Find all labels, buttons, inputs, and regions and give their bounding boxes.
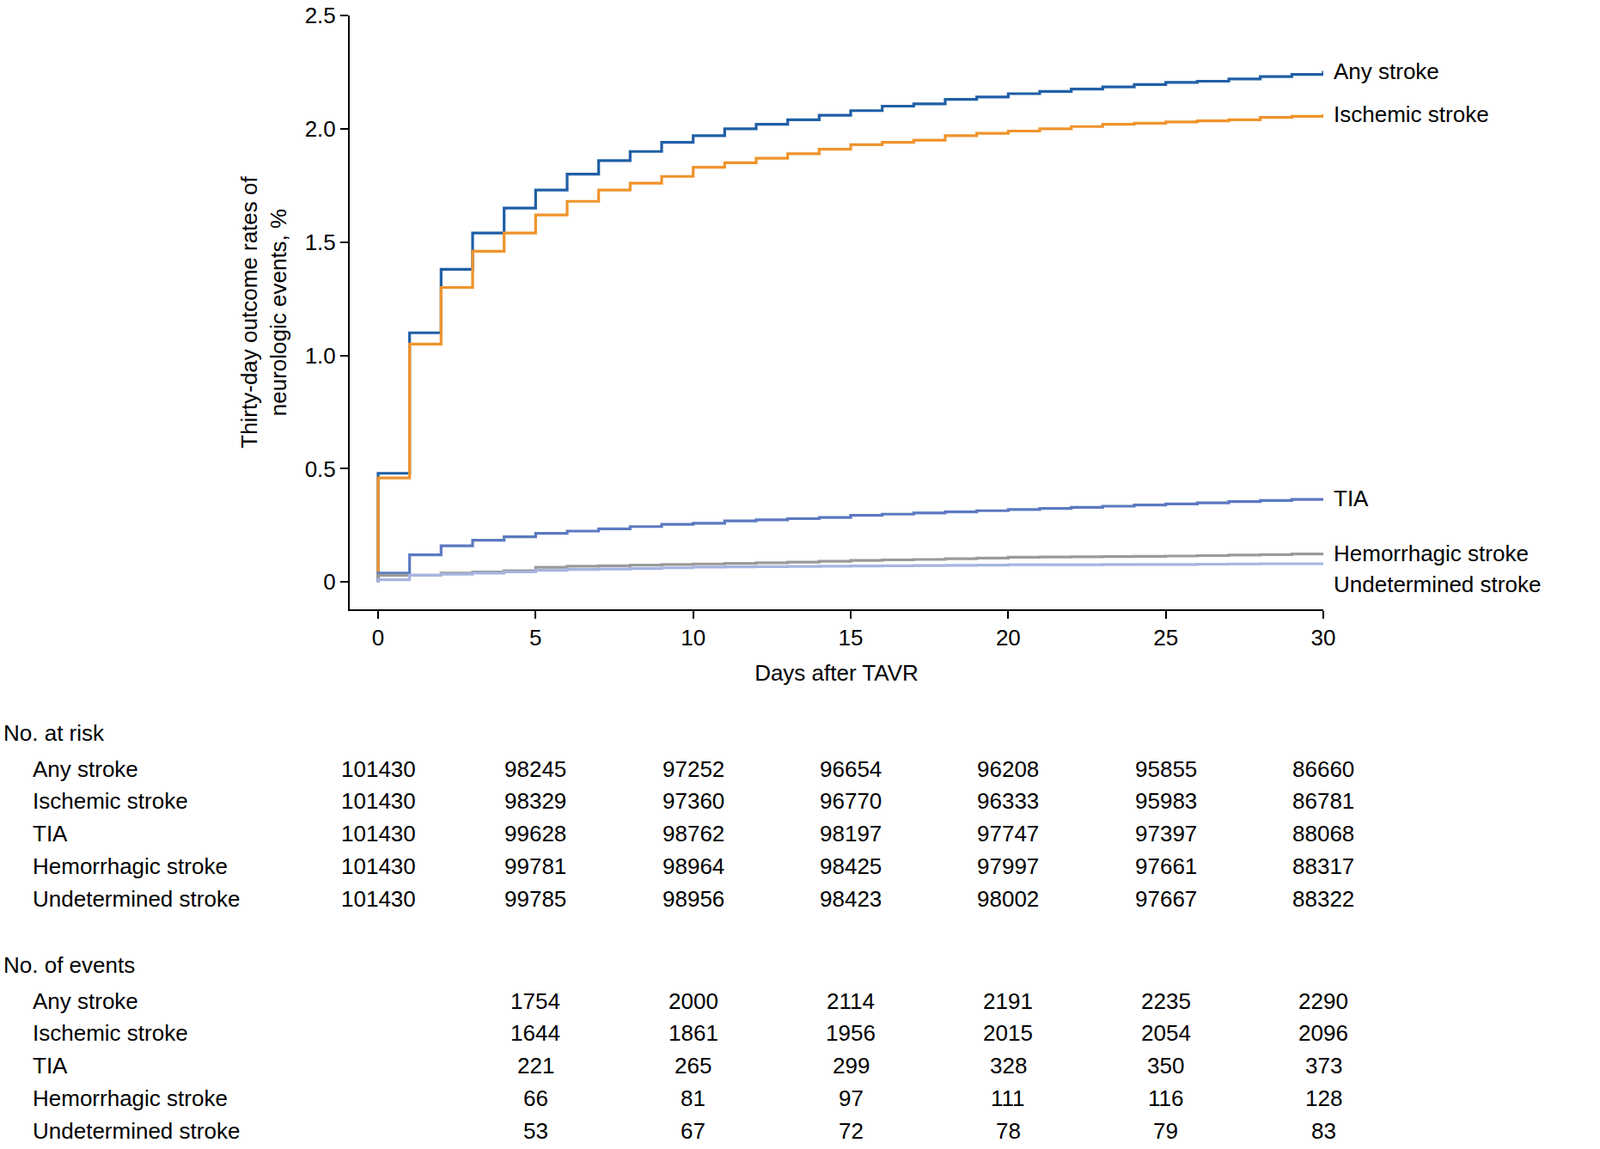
svg-text:TIA: TIA	[32, 820, 68, 847]
svg-text:66: 66	[523, 1085, 549, 1112]
svg-text:98423: 98423	[819, 885, 882, 912]
svg-text:98956: 98956	[662, 885, 725, 912]
svg-text:373: 373	[1305, 1052, 1343, 1079]
svg-text:Ischemic stroke: Ischemic stroke	[1333, 101, 1490, 128]
svg-text:Hemorrhagic stroke: Hemorrhagic stroke	[32, 1085, 228, 1112]
svg-text:No. of events: No. of events	[3, 952, 135, 978]
svg-text:53: 53	[523, 1117, 549, 1144]
svg-text:221: 221	[517, 1052, 555, 1079]
svg-text:83: 83	[1311, 1117, 1337, 1144]
svg-text:99628: 99628	[504, 820, 567, 847]
svg-text:2054: 2054	[1141, 1019, 1191, 1046]
svg-text:98762: 98762	[662, 820, 725, 847]
svg-text:2191: 2191	[983, 988, 1033, 1014]
svg-text:Any stroke: Any stroke	[1333, 58, 1440, 85]
svg-text:15: 15	[838, 624, 864, 651]
svg-text:101430: 101430	[341, 885, 416, 912]
svg-text:101430: 101430	[341, 787, 416, 814]
svg-text:116: 116	[1148, 1085, 1184, 1112]
svg-text:Hemorrhagic stroke: Hemorrhagic stroke	[32, 853, 228, 880]
svg-text:97360: 97360	[662, 787, 725, 814]
svg-text:98964: 98964	[662, 853, 725, 880]
svg-text:Undetermined stroke: Undetermined stroke	[32, 885, 240, 912]
svg-text:1.5: 1.5	[305, 229, 336, 256]
svg-text:1956: 1956	[825, 1019, 876, 1046]
svg-text:350: 350	[1147, 1052, 1185, 1079]
svg-text:1861: 1861	[668, 1019, 719, 1046]
svg-text:96770: 96770	[819, 787, 882, 814]
svg-text:95855: 95855	[1135, 756, 1197, 782]
svg-text:97667: 97667	[1135, 885, 1197, 912]
svg-text:79: 79	[1153, 1117, 1179, 1144]
svg-text:1.0: 1.0	[305, 342, 336, 369]
svg-text:1754: 1754	[510, 988, 561, 1014]
svg-text:96654: 96654	[819, 756, 882, 782]
svg-text:Ischemic stroke: Ischemic stroke	[32, 1019, 189, 1046]
svg-text:101430: 101430	[341, 820, 416, 847]
svg-text:97747: 97747	[977, 820, 1039, 847]
svg-text:Days after TAVR: Days after TAVR	[754, 659, 919, 686]
svg-text:Hemorrhagic stroke: Hemorrhagic stroke	[1333, 540, 1529, 567]
svg-text:96333: 96333	[977, 787, 1039, 814]
svg-text:2.0: 2.0	[305, 116, 336, 142]
svg-text:2015: 2015	[983, 1019, 1033, 1046]
svg-text:101430: 101430	[341, 756, 416, 782]
svg-text:TIA: TIA	[32, 1052, 68, 1079]
svg-text:95983: 95983	[1135, 787, 1197, 814]
svg-text:97: 97	[838, 1085, 864, 1112]
svg-text:20: 20	[995, 624, 1021, 651]
svg-text:2096: 2096	[1298, 1019, 1349, 1046]
svg-text:98425: 98425	[819, 853, 882, 880]
svg-text:5: 5	[529, 624, 542, 651]
svg-text:2290: 2290	[1298, 988, 1349, 1014]
svg-text:99781: 99781	[504, 853, 567, 880]
svg-text:30: 30	[1311, 624, 1337, 651]
svg-text:111: 111	[990, 1085, 1026, 1112]
svg-text:Undetermined stroke: Undetermined stroke	[32, 1117, 240, 1144]
svg-text:2235: 2235	[1141, 988, 1191, 1014]
svg-text:86781: 86781	[1292, 787, 1355, 814]
svg-text:Any stroke: Any stroke	[32, 756, 139, 782]
svg-text:67: 67	[680, 1117, 706, 1144]
svg-text:No. at risk: No. at risk	[3, 720, 105, 746]
svg-text:0: 0	[323, 568, 336, 595]
svg-text:88322: 88322	[1292, 885, 1355, 912]
svg-text:97661: 97661	[1135, 853, 1197, 880]
svg-text:Undetermined stroke: Undetermined stroke	[1333, 571, 1541, 598]
svg-text:2114: 2114	[826, 988, 875, 1014]
svg-text:98245: 98245	[504, 756, 567, 782]
svg-text:98329: 98329	[504, 787, 567, 814]
svg-text:81: 81	[680, 1085, 706, 1112]
svg-text:Thirty-day outcome rates ofneu: Thirty-day outcome rates ofneurologic ev…	[236, 176, 292, 449]
svg-text:0.5: 0.5	[305, 456, 336, 483]
svg-text:97997: 97997	[977, 853, 1039, 880]
svg-text:78: 78	[995, 1117, 1021, 1144]
svg-text:25: 25	[1153, 624, 1179, 651]
svg-text:98002: 98002	[977, 885, 1039, 912]
svg-text:128: 128	[1305, 1085, 1343, 1112]
svg-text:101430: 101430	[341, 853, 416, 880]
svg-text:97252: 97252	[662, 756, 725, 782]
svg-text:98197: 98197	[819, 820, 882, 847]
svg-text:10: 10	[680, 624, 706, 651]
svg-text:TIA: TIA	[1333, 485, 1369, 512]
svg-text:2.5: 2.5	[305, 2, 336, 29]
svg-text:Any stroke: Any stroke	[32, 988, 139, 1014]
svg-text:97397: 97397	[1135, 820, 1197, 847]
svg-text:72: 72	[838, 1117, 864, 1144]
svg-text:2000: 2000	[668, 988, 719, 1014]
svg-text:96208: 96208	[977, 756, 1039, 782]
svg-text:1644: 1644	[510, 1019, 561, 1046]
svg-text:86660: 86660	[1292, 756, 1355, 782]
svg-text:99785: 99785	[504, 885, 567, 912]
svg-text:88317: 88317	[1292, 853, 1355, 880]
svg-text:265: 265	[674, 1052, 712, 1079]
svg-text:88068: 88068	[1292, 820, 1355, 847]
svg-text:Ischemic stroke: Ischemic stroke	[32, 787, 189, 814]
svg-text:328: 328	[989, 1052, 1027, 1079]
svg-text:299: 299	[832, 1052, 870, 1079]
svg-text:0: 0	[372, 624, 385, 651]
